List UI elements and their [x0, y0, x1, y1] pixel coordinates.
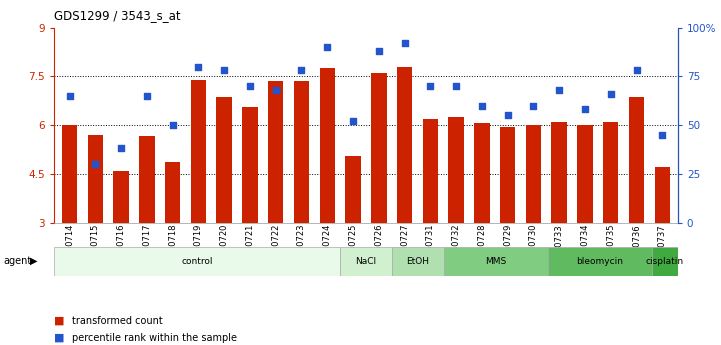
Bar [552, 122, 567, 223]
Text: NaCl: NaCl [355, 257, 376, 266]
Text: transformed count: transformed count [72, 316, 163, 326]
Point [579, 107, 590, 112]
Point [89, 161, 101, 167]
Bar [345, 156, 360, 223]
Point [476, 103, 487, 108]
Point [528, 103, 539, 108]
Bar [526, 125, 541, 223]
Bar [190, 80, 206, 223]
Text: MMS: MMS [485, 257, 506, 266]
Bar [371, 73, 386, 223]
Bar [319, 68, 335, 223]
Bar [268, 81, 283, 223]
Bar [474, 124, 490, 223]
Bar [652, 247, 678, 276]
Bar [423, 119, 438, 223]
Bar [603, 122, 619, 223]
Bar [216, 97, 232, 223]
Text: GDS1299 / 3543_s_at: GDS1299 / 3543_s_at [54, 9, 181, 22]
Text: agent: agent [4, 256, 32, 266]
Point [167, 122, 178, 128]
Bar [87, 135, 103, 223]
Bar [578, 125, 593, 223]
Point [451, 83, 462, 89]
Text: cisplatin: cisplatin [646, 257, 684, 266]
Bar [165, 162, 180, 223]
Text: EtOH: EtOH [407, 257, 430, 266]
Point [631, 68, 642, 73]
Bar [548, 247, 652, 276]
Point [63, 93, 75, 99]
Bar [293, 81, 309, 223]
Text: control: control [181, 257, 213, 266]
Text: ▶: ▶ [30, 256, 37, 266]
Point [322, 45, 333, 50]
Point [141, 93, 153, 99]
Point [373, 48, 384, 54]
Point [605, 91, 616, 97]
Point [554, 87, 565, 93]
Point [296, 68, 307, 73]
Point [193, 64, 204, 69]
Point [502, 112, 513, 118]
Text: ■: ■ [54, 333, 65, 343]
Text: bleomycin: bleomycin [576, 257, 623, 266]
Bar [62, 125, 77, 223]
Point [218, 68, 230, 73]
Point [425, 83, 436, 89]
Bar [54, 247, 340, 276]
Bar [629, 97, 645, 223]
Bar [397, 67, 412, 223]
Bar [444, 247, 548, 276]
Bar [113, 170, 129, 223]
Bar [139, 136, 154, 223]
Bar [655, 167, 670, 223]
Bar [500, 127, 516, 223]
Point [244, 83, 256, 89]
Text: percentile rank within the sample: percentile rank within the sample [72, 333, 237, 343]
Point [399, 40, 410, 46]
Bar [448, 117, 464, 223]
Text: ■: ■ [54, 316, 65, 326]
Point [115, 146, 127, 151]
Bar [340, 247, 392, 276]
Point [348, 118, 359, 124]
Point [657, 132, 668, 138]
Bar [392, 247, 444, 276]
Point [270, 87, 281, 93]
Bar [242, 107, 257, 223]
